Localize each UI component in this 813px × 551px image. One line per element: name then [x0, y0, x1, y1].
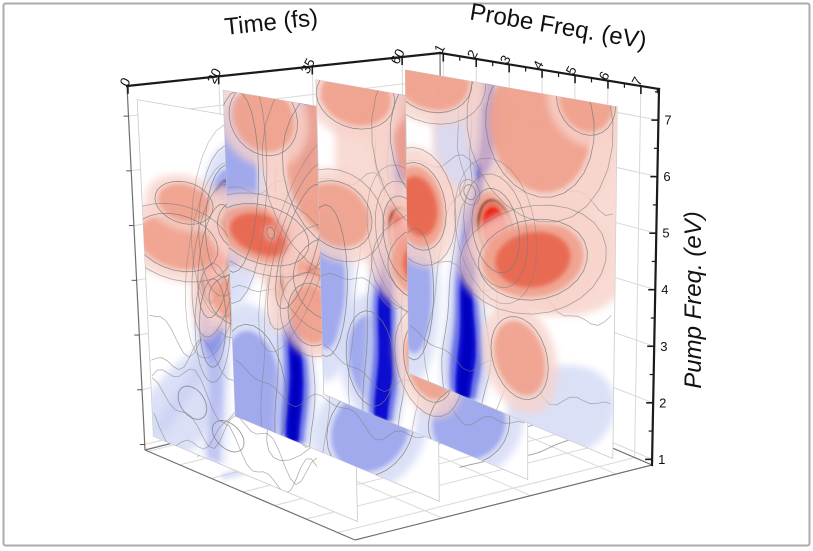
pump-axis: [650, 87, 661, 467]
time-tick-label: 0: [117, 75, 134, 89]
time-tick-label: 35: [298, 56, 318, 76]
pump-tick-label: 5: [662, 226, 669, 241]
pump-axis-title: Pump Freq. (eV): [680, 211, 707, 388]
time-axis-title: Time (fs): [223, 4, 319, 41]
time-axis: [125, 51, 442, 88]
pump-tick-label: 6: [663, 169, 670, 184]
probe-axis-title: Probe Freq. (eV): [468, 0, 649, 55]
slice-panel-60fs: [404, 69, 618, 460]
pump-tick-label: 1: [658, 452, 665, 467]
pump-tick-label: 3: [660, 339, 667, 354]
pump-tick-label: 7: [664, 113, 671, 128]
pump-tick-label: 4: [661, 282, 668, 297]
time-tick-label: 20: [204, 66, 224, 86]
pump-tick-label: 2: [659, 395, 666, 410]
time-tick-label: 60: [387, 46, 407, 66]
